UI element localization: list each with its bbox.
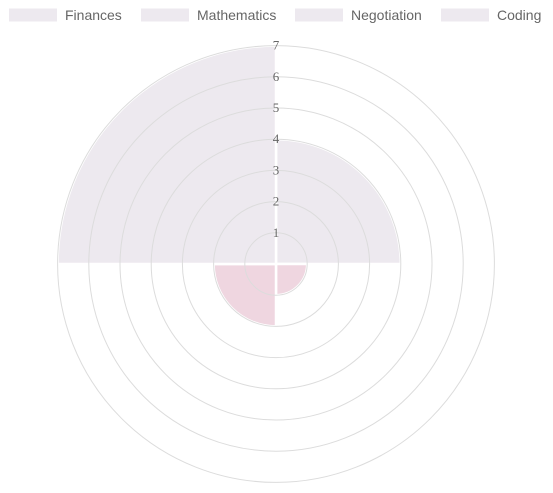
legend-item-finances[interactable]: Finances — [9, 7, 122, 23]
legend-label: Negotiation — [351, 7, 422, 23]
grid-circle-2 — [213, 201, 339, 327]
legend-label: Mathematics — [197, 7, 276, 23]
tick-label-6: 6 — [273, 69, 280, 84]
grid-circle-7 — [57, 45, 495, 483]
grid-circle-6 — [88, 76, 464, 452]
tick-label-3: 3 — [273, 162, 280, 177]
legend-label: Finances — [65, 7, 122, 23]
radial-axis-ticks: 1 2 3 4 5 6 7 — [273, 38, 280, 240]
legend-swatch — [441, 8, 489, 22]
legend-label: Coding — [497, 7, 541, 23]
grid-circle-1 — [244, 232, 308, 296]
grid-circle-5 — [119, 107, 433, 421]
legend-item-negotiation[interactable]: Negotiation — [295, 7, 422, 23]
segment-negotiation[interactable] — [212, 262, 278, 328]
legend-item-coding[interactable]: Coding — [441, 7, 541, 23]
legend-swatch — [141, 8, 189, 22]
chart-legend: Finances Mathematics Negotiation Coding — [9, 7, 541, 23]
radial-grid — [57, 45, 495, 483]
legend-item-mathematics[interactable]: Mathematics — [141, 7, 276, 23]
segment-finances[interactable] — [274, 137, 403, 266]
chart-segments — [56, 44, 403, 328]
segment-coding[interactable] — [56, 44, 278, 266]
grid-circle-3 — [181, 169, 371, 359]
tick-label-1: 1 — [273, 225, 280, 240]
grid-circle-4 — [150, 138, 402, 390]
legend-swatch — [9, 8, 57, 22]
tick-label-5: 5 — [273, 100, 280, 115]
legend-swatch — [295, 8, 343, 22]
tick-label-4: 4 — [273, 131, 280, 146]
tick-label-2: 2 — [273, 194, 280, 209]
tick-label-7: 7 — [273, 38, 280, 53]
